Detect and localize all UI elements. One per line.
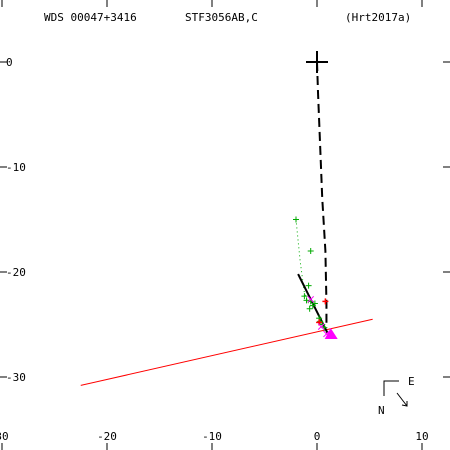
magenta-observation-b — [317, 323, 325, 330]
dashed-orbit-path — [316, 61, 328, 325]
compass-frame — [383, 380, 399, 396]
compass: E N — [378, 375, 415, 417]
y-tick-label: -30 — [6, 371, 26, 384]
green-observation — [301, 293, 308, 300]
red-observation — [322, 298, 329, 305]
compass-east-label: E — [408, 375, 415, 388]
green-observation — [305, 282, 312, 289]
green-observation — [311, 300, 318, 307]
axis-tick-labels: 30 -20 -10 0 10 -30 -20 -10 0 — [0, 56, 429, 443]
y-tick-label: -10 — [6, 161, 26, 174]
primary-star-marker — [306, 51, 328, 73]
x-tick-label: -10 — [202, 430, 222, 443]
magenta-observation — [317, 323, 325, 330]
y-tick-label: 0 — [6, 56, 13, 69]
x-tick-label: 0 — [314, 430, 321, 443]
chart-marks — [80, 51, 373, 386]
magenta-triangle-marker — [324, 328, 338, 339]
green-observation — [317, 318, 324, 325]
green-observation — [306, 305, 313, 312]
compass-north-label: N — [378, 404, 385, 417]
green-observation — [307, 248, 314, 254]
y-tick-label: -20 — [6, 266, 26, 279]
compass-arrow-shaft — [396, 392, 408, 407]
x-tick-label: 10 — [415, 430, 428, 443]
magenta-observation — [307, 295, 315, 303]
x-tick-label: -20 — [97, 430, 117, 443]
green-observation — [319, 321, 326, 328]
magenta-observation-b — [307, 295, 315, 303]
x-tick-label: 30 — [0, 430, 9, 443]
compass-arrowhead — [401, 401, 408, 407]
magenta-observation-b — [323, 330, 330, 338]
header-wds: WDS 00047+3416 — [44, 11, 137, 24]
green-observation — [303, 297, 310, 304]
header-name: STF3056AB,C — [185, 11, 258, 24]
green-observation — [293, 216, 299, 223]
header-ref: (Hrt2017a) — [345, 11, 411, 24]
